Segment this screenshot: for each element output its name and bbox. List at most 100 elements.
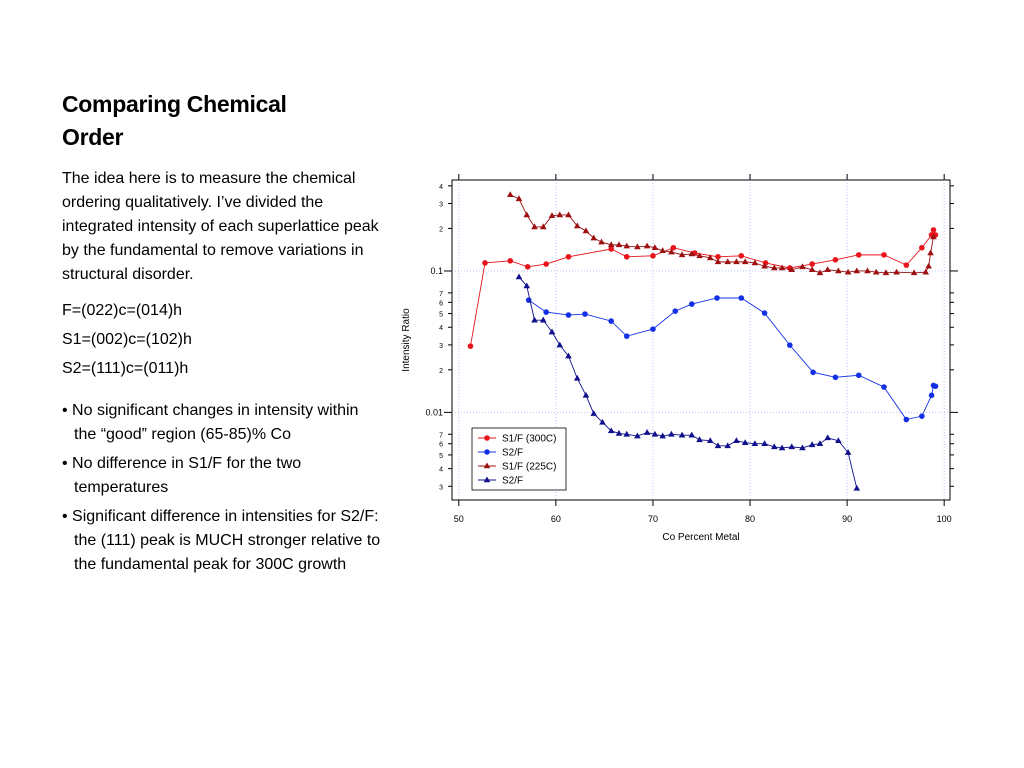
- triangle-marker: [678, 251, 686, 258]
- triangle-marker: [872, 268, 880, 275]
- triangle-marker: [799, 444, 806, 451]
- triangle-marker: [523, 282, 531, 289]
- triangle-marker: [668, 248, 675, 255]
- circle-marker: [919, 413, 925, 419]
- triangle-marker: [556, 211, 564, 218]
- triangle-marker: [816, 269, 824, 276]
- y-tick-label: 6: [439, 300, 443, 307]
- triangle-marker: [733, 258, 740, 265]
- slide-body: The idea here is to measure the chemical…: [62, 167, 382, 582]
- legend-label: S2/F: [502, 476, 523, 487]
- y-tick-label: 3: [439, 343, 443, 350]
- triangle-marker: [590, 234, 598, 241]
- y-tick-label: 6: [439, 442, 443, 449]
- triangle-marker: [882, 269, 890, 276]
- triangle-marker: [733, 437, 740, 444]
- triangle-marker: [761, 440, 768, 447]
- triangle-marker: [770, 264, 778, 271]
- triangle-marker: [893, 268, 900, 275]
- triangle-marker: [741, 439, 749, 446]
- series-line: [518, 276, 858, 489]
- circle-marker: [928, 392, 935, 399]
- triangle-marker: [778, 444, 786, 451]
- triangle-marker: [930, 233, 937, 240]
- y-tick-label: 2: [439, 226, 443, 233]
- triangle-marker: [607, 241, 615, 248]
- circle-marker: [809, 261, 815, 267]
- triangle-marker: [573, 374, 581, 381]
- triangle-marker: [582, 391, 590, 398]
- triangle-marker: [548, 212, 556, 219]
- circle-marker: [932, 383, 939, 390]
- circle-marker: [565, 253, 572, 260]
- circle-marker: [787, 342, 793, 348]
- y-tick-label: 0.1: [430, 266, 443, 276]
- circle-marker: [543, 261, 549, 267]
- x-tick-label: 80: [745, 514, 755, 524]
- triangle-marker: [623, 242, 631, 249]
- series-line: [470, 228, 936, 347]
- x-axis-label: Co Percent Metal: [662, 532, 739, 543]
- triangle-marker: [659, 432, 666, 439]
- circle-marker: [688, 301, 695, 307]
- triangle-marker: [659, 247, 666, 254]
- y-tick-label: 7: [439, 432, 443, 439]
- y-tick-label: 4: [439, 184, 443, 191]
- x-tick-label: 90: [842, 514, 852, 524]
- triangle-marker: [523, 211, 531, 218]
- slide-title: Comparing Chemical Order: [62, 91, 287, 150]
- circle-marker: [623, 253, 630, 260]
- triangle-marker: [808, 441, 816, 448]
- triangle-marker: [565, 211, 572, 218]
- circle-marker: [761, 310, 768, 316]
- triangle-marker: [788, 443, 796, 450]
- triangle-marker: [515, 273, 523, 280]
- circle-marker: [543, 309, 549, 315]
- triangle-marker: [651, 430, 659, 437]
- triangle-marker: [515, 195, 523, 202]
- triangle-marker: [844, 268, 852, 275]
- y-tick-label: 7: [439, 291, 443, 298]
- triangle-marker: [531, 316, 538, 323]
- circle-marker: [714, 295, 720, 301]
- bullet-list: No significant changes in intensity with…: [62, 399, 382, 577]
- y-tick-label: 4: [439, 325, 443, 332]
- triangle-marker: [615, 241, 623, 248]
- triangle-marker: [778, 264, 786, 271]
- triangle-marker: [539, 223, 547, 230]
- triangle-marker: [634, 432, 641, 439]
- circle-marker: [930, 227, 937, 233]
- x-tick-label: 60: [551, 514, 561, 524]
- circle-marker: [810, 369, 816, 376]
- circle-marker: [623, 333, 630, 339]
- triangle-marker: [599, 418, 606, 425]
- circle-marker: [650, 253, 656, 259]
- triangle-marker: [751, 440, 759, 447]
- circle-marker: [855, 372, 862, 379]
- circle-marker: [832, 256, 839, 263]
- triangle-marker: [582, 227, 590, 234]
- circle-marker: [484, 435, 490, 441]
- triangle-marker: [651, 244, 659, 251]
- triangle-marker: [623, 430, 631, 437]
- triangle-marker: [724, 442, 731, 449]
- y-tick-label: 3: [439, 484, 443, 491]
- circle-marker: [738, 295, 745, 301]
- y-tick-label: 3: [439, 202, 443, 209]
- triangle-marker: [696, 252, 703, 259]
- legend-label: S2/F: [502, 448, 523, 459]
- triangle-marker: [835, 437, 842, 444]
- circle-marker: [903, 262, 910, 268]
- intro: The idea here is to measure the chemical…: [62, 170, 379, 283]
- circle-marker: [832, 374, 839, 381]
- series-line: [528, 297, 936, 421]
- triangle-marker: [824, 266, 831, 273]
- triangle-marker: [770, 443, 778, 450]
- y-tick-label: 0.01: [425, 407, 443, 417]
- triangle-marker: [816, 440, 824, 447]
- triangle-marker: [506, 191, 514, 198]
- circle-marker: [524, 264, 531, 270]
- circle-marker: [608, 246, 615, 252]
- circle-marker: [881, 384, 887, 390]
